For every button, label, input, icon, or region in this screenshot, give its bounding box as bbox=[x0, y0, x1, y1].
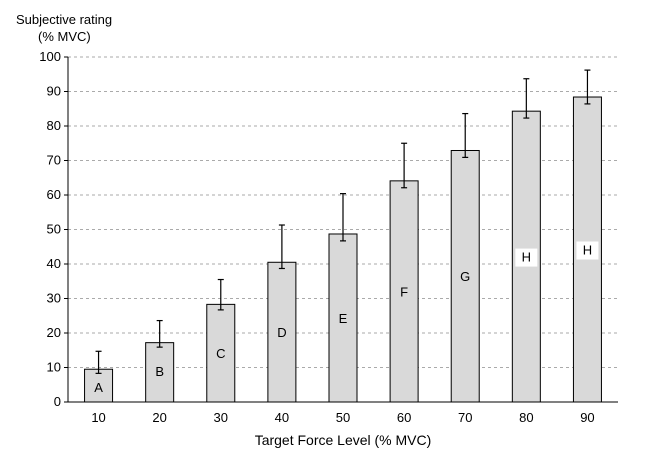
x-tick-label-60: 60 bbox=[397, 410, 411, 425]
x-tick-label-40: 40 bbox=[275, 410, 289, 425]
bar-label-bg-80 bbox=[515, 248, 538, 267]
y-tick-label-50: 50 bbox=[47, 222, 61, 237]
y-tick-label-100: 100 bbox=[39, 49, 61, 64]
bar-label-40: D bbox=[277, 325, 286, 340]
x-tick-label-20: 20 bbox=[152, 410, 166, 425]
y-tick-label-30: 30 bbox=[47, 291, 61, 306]
y-tick-label-60: 60 bbox=[47, 187, 61, 202]
bar-label-50: E bbox=[339, 311, 348, 326]
x-tick-label-90: 90 bbox=[580, 410, 594, 425]
y-tick-label-70: 70 bbox=[47, 153, 61, 168]
bar-label-90: H bbox=[583, 243, 592, 258]
x-tick-label-10: 10 bbox=[91, 410, 105, 425]
bar-label-60: F bbox=[400, 284, 408, 299]
bar-label-10: A bbox=[94, 380, 103, 395]
x-axis-label-wrap: Target Force Level (% MVC) bbox=[0, 432, 646, 448]
x-tick-label-30: 30 bbox=[214, 410, 228, 425]
x-tick-label-70: 70 bbox=[458, 410, 472, 425]
y-axis-label-line-2: (% MVC) bbox=[38, 29, 91, 44]
y-tick-label-40: 40 bbox=[47, 256, 61, 271]
y-axis-label-line-1: Subjective rating bbox=[16, 12, 113, 27]
y-tick-label-20: 20 bbox=[47, 325, 61, 340]
bar-label-20: B bbox=[155, 364, 164, 379]
bar-30 bbox=[206, 303, 236, 403]
bar-label-30: C bbox=[216, 346, 225, 361]
bar-60 bbox=[389, 180, 419, 403]
y-tick-label-10: 10 bbox=[47, 360, 61, 375]
y-tick-label-0: 0 bbox=[54, 394, 61, 409]
y-tick-label-90: 90 bbox=[47, 84, 61, 99]
x-tick-label-50: 50 bbox=[336, 410, 350, 425]
bar-70 bbox=[450, 149, 480, 403]
bar-20 bbox=[145, 342, 175, 403]
bar-10 bbox=[84, 368, 114, 403]
bar-40 bbox=[267, 261, 297, 403]
x-tick-label-80: 80 bbox=[519, 410, 533, 425]
bar-label-70: G bbox=[460, 269, 470, 284]
bar-label-80: H bbox=[522, 250, 531, 265]
x-axis-label: Target Force Level (% MVC) bbox=[254, 432, 432, 448]
bar-label-bg-90 bbox=[576, 241, 599, 260]
y-tick-label-80: 80 bbox=[47, 118, 61, 133]
